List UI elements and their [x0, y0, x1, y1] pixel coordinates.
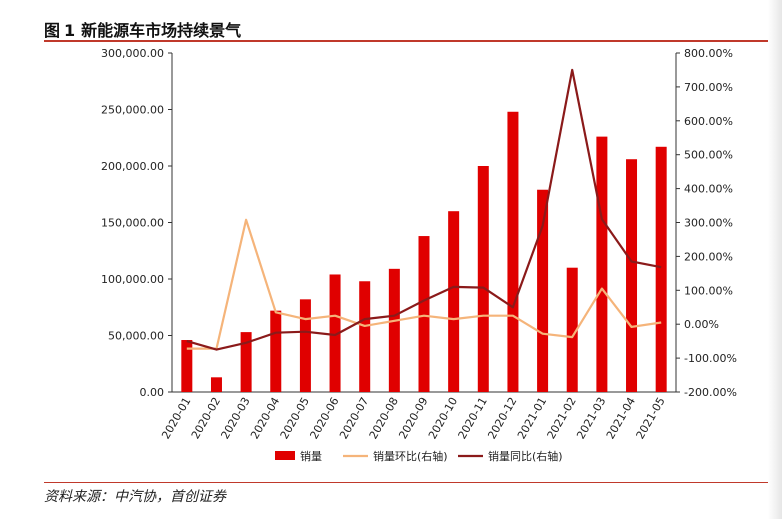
legend-swatch-sales [275, 451, 295, 460]
figure-label: 图 [44, 21, 61, 40]
bar-sales [299, 299, 311, 392]
left-tick-label: 150,000.00 [101, 217, 164, 230]
legend-label-yoy: 销量同比(右轴) [488, 449, 563, 463]
bar-sales [210, 377, 222, 392]
legend-label-sales: 销量 [300, 449, 322, 463]
right-tick-label: -200.00% [684, 386, 737, 399]
left-tick-label: 100,000.00 [101, 273, 164, 286]
right-tick-label: 700.00% [684, 81, 733, 94]
bar-sales [240, 332, 252, 392]
bar-sales [418, 236, 430, 392]
bar-sales [388, 268, 400, 392]
bar-sales [655, 146, 667, 392]
left-tick-label: 200,000.00 [101, 160, 164, 173]
right-tick-label: 200.00% [684, 250, 733, 263]
bar-sales [329, 274, 341, 392]
right-tick-label: 400.00% [684, 183, 733, 196]
source-divider [44, 482, 768, 483]
left-tick-label: 300,000.00 [101, 47, 164, 60]
figure-source: 资料来源：中汽协，首创证券 [44, 489, 226, 505]
right-tick-label: 800.00% [684, 47, 733, 60]
right-tick-label: 100.00% [684, 284, 733, 297]
bar-sales [181, 340, 193, 392]
bar-sales [566, 267, 578, 392]
page-edge-shade [768, 0, 782, 519]
bar-sales [448, 211, 460, 392]
right-tick-label: 0.00% [684, 318, 719, 331]
figure-title: 图 1 新能源车市场持续景气 [44, 17, 241, 41]
bar-sales [537, 189, 549, 392]
figure-title-text: 新能源车市场持续景气 [81, 21, 242, 40]
bar-sales [507, 111, 519, 392]
right-tick-label: 500.00% [684, 149, 733, 162]
figure-header: 图 1 新能源车市场持续景气 [44, 16, 768, 42]
figure-number: 1 [64, 21, 76, 40]
bar-sales [626, 159, 638, 392]
bar-sales [359, 281, 371, 392]
x-tick-label: 2021-05 [634, 395, 668, 441]
bar-sales [270, 310, 282, 392]
left-tick-label: 50,000.00 [108, 330, 164, 343]
right-tick-label: 300.00% [684, 217, 733, 230]
bar-sales [477, 166, 489, 392]
legend-label-mom: 销量环比(右轴) [373, 449, 448, 463]
left-tick-label: 250,000.00 [101, 104, 164, 117]
right-tick-label: 600.00% [684, 115, 733, 128]
line-sales-mom [186, 218, 662, 350]
line-sales-yoy [186, 68, 662, 351]
bar-sales [596, 136, 608, 392]
left-tick-label: 0.00 [140, 386, 165, 399]
right-tick-label: -100.00% [684, 352, 737, 365]
